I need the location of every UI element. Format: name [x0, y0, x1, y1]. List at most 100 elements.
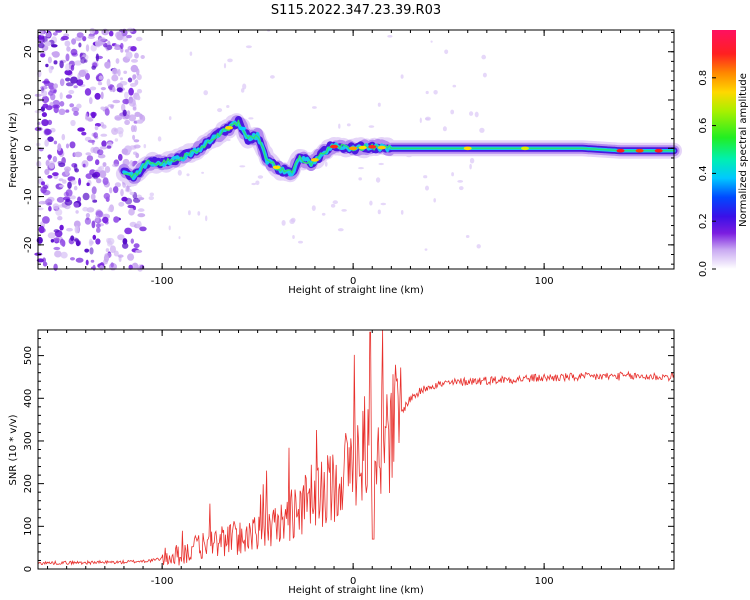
noise-blob — [89, 86, 97, 91]
noise-blob — [40, 85, 48, 90]
noise-blob — [78, 177, 82, 186]
noise-blob — [65, 63, 71, 71]
noise-blob — [73, 202, 80, 208]
noise-blob — [82, 206, 89, 212]
noise-blob — [114, 46, 121, 51]
colorbar-label: Normalized spectral amplitude — [738, 73, 749, 227]
noise-blob — [226, 105, 230, 108]
noise-blob — [102, 177, 109, 186]
snr-y-label: SNR (10 * v/v) — [8, 414, 19, 485]
noise-blob — [84, 112, 89, 121]
noise-blob — [103, 258, 108, 265]
noise-blob — [423, 175, 428, 179]
noise-blob — [47, 232, 56, 239]
noise-blob — [68, 89, 75, 95]
noise-blob — [122, 98, 130, 105]
noise-blob — [130, 64, 139, 73]
noise-blob — [107, 237, 115, 245]
noise-blob — [112, 99, 121, 104]
noise-blob — [338, 123, 341, 129]
noise-blob — [121, 148, 128, 155]
noise-blob — [157, 136, 162, 142]
y-tick-label: 0 — [23, 145, 34, 151]
noise-blob — [400, 210, 404, 215]
noise-blob — [53, 263, 58, 271]
noise-blob — [124, 91, 129, 99]
noise-blob — [57, 143, 62, 152]
noise-blob — [77, 127, 85, 132]
noise-blob — [465, 235, 470, 238]
noise-blob — [57, 161, 63, 165]
noise-blob — [65, 143, 70, 149]
noise-blob — [358, 167, 364, 170]
noise-blob — [65, 109, 70, 113]
noise-blob — [118, 153, 123, 161]
noise-blob — [47, 136, 54, 142]
noise-blob — [48, 205, 52, 212]
noise-blob — [70, 195, 76, 200]
noise-blob — [114, 70, 118, 74]
noise-blob — [117, 68, 121, 77]
noise-blob — [121, 103, 126, 112]
noise-blob — [60, 251, 68, 259]
noise-blob — [124, 119, 130, 125]
noise-blob — [45, 32, 51, 38]
noise-blob — [311, 205, 316, 212]
noise-blob — [89, 240, 94, 245]
noise-blob — [101, 140, 107, 147]
noise-blob — [52, 104, 60, 109]
noise-blob — [61, 239, 66, 247]
noise-blob — [134, 52, 139, 59]
noise-blob — [89, 27, 96, 35]
noise-blob — [99, 146, 108, 150]
noise-blob — [59, 78, 65, 87]
noise-blob — [59, 92, 63, 100]
noise-blob — [106, 145, 112, 149]
noise-blob — [73, 111, 79, 116]
noise-blob — [255, 180, 260, 186]
noise-blob — [53, 83, 58, 89]
x-tick-label: 0 — [350, 576, 356, 587]
noise-blob — [451, 172, 454, 177]
noise-blob — [102, 162, 107, 167]
x-tick-label: -100 — [151, 576, 174, 587]
noise-blob — [378, 162, 385, 166]
noise-blob — [120, 48, 124, 53]
noise-blob — [149, 192, 154, 197]
ridge-hotspot — [272, 165, 281, 170]
noise-blob — [85, 44, 90, 52]
noise-blob — [45, 105, 53, 111]
y-tick-label: 20 — [23, 45, 34, 58]
noise-blob — [82, 192, 90, 201]
noise-blob — [424, 248, 428, 251]
noise-blob — [47, 56, 53, 64]
noise-blob — [65, 94, 73, 99]
noise-blob — [137, 213, 146, 218]
noise-blob — [479, 127, 485, 133]
noise-blob — [430, 40, 433, 43]
noise-blob — [245, 45, 252, 49]
noise-blob — [91, 173, 98, 178]
noise-blob — [59, 101, 65, 107]
noise-blob — [132, 134, 136, 141]
noise-blob — [368, 125, 375, 128]
noise-blob — [45, 198, 53, 206]
noise-blob — [86, 207, 95, 213]
ridge-hotspot — [358, 145, 367, 150]
noise-blob — [469, 157, 475, 164]
noise-blob — [65, 53, 70, 62]
noise-blob — [98, 37, 106, 42]
ridge-hotspot — [635, 148, 644, 153]
noise-blob — [341, 209, 347, 212]
noise-blob — [375, 177, 381, 183]
noise-blob — [227, 58, 233, 63]
noise-blob — [94, 92, 101, 100]
noise-blob — [122, 36, 128, 42]
noise-blob — [38, 42, 45, 49]
noise-blob — [128, 114, 137, 122]
noise-blob — [73, 220, 81, 228]
noise-blob — [54, 250, 62, 258]
noise-blob — [109, 245, 116, 253]
ridge-hotspot — [616, 148, 625, 153]
